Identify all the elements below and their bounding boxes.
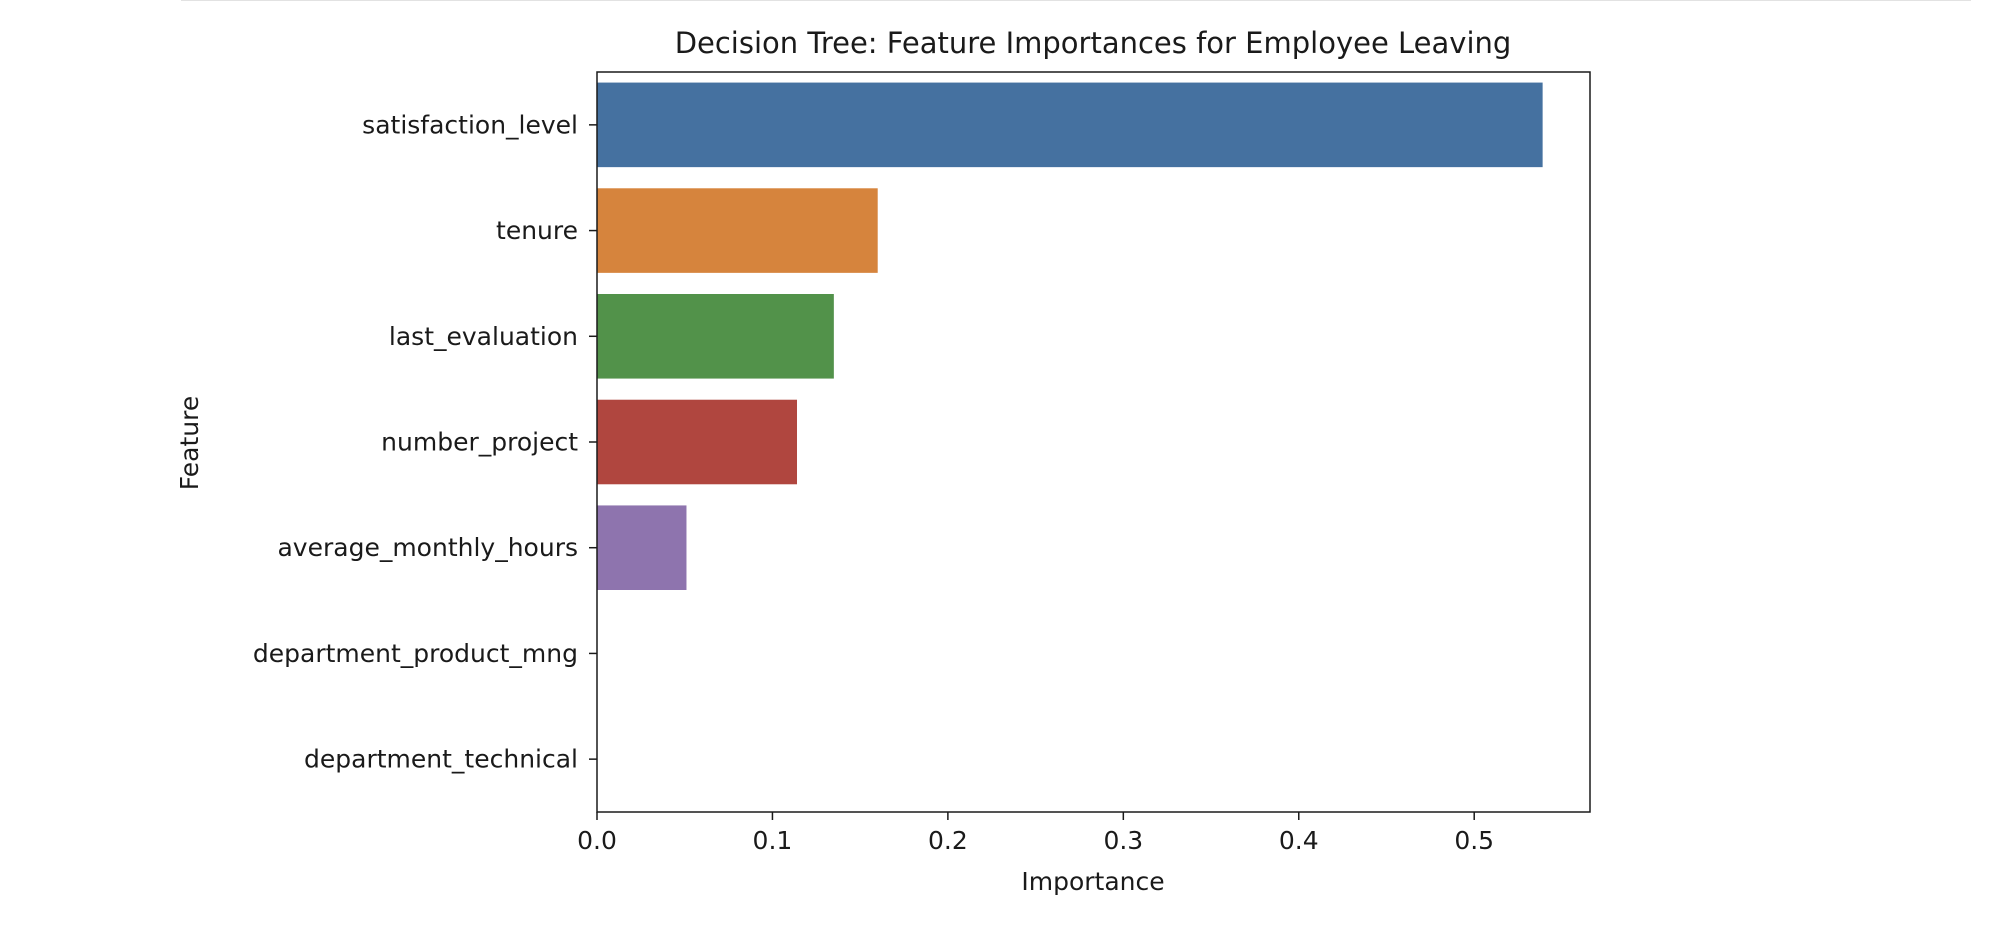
y-tick-label-department-technical: department_technical	[304, 745, 578, 774]
x-tick-label-0: 0.0	[577, 826, 617, 855]
bars-group	[597, 82, 1543, 590]
bar-last-evaluation	[597, 294, 834, 379]
y-axis-label: Feature	[175, 396, 204, 490]
y-tick-label-tenure: tenure	[496, 216, 578, 245]
x-tick-label-1: 0.1	[753, 826, 793, 855]
y-tick-label-number-project: number_project	[381, 428, 578, 457]
x-tick-label-4: 0.4	[1279, 826, 1319, 855]
y-tick-label-last-evaluation: last_evaluation	[389, 322, 578, 351]
bar-satisfaction-level	[597, 82, 1543, 168]
y-tick-label-department-product-mng: department_product_mng	[253, 639, 578, 668]
plot-frame	[596, 71, 1591, 813]
x-ticks: 0.0 0.1 0.2 0.3 0.4 0.5	[577, 812, 1494, 855]
bar-tenure	[597, 188, 878, 273]
x-tick-label-3: 0.3	[1103, 826, 1143, 855]
bar-average-monthly-hours	[597, 505, 687, 590]
x-tick-label-2: 0.2	[928, 826, 968, 855]
bar-number-project	[597, 399, 798, 485]
y-tick-label-satisfaction-level: satisfaction_level	[362, 110, 578, 139]
x-axis-label: Importance	[1021, 867, 1164, 896]
y-tick-label-average-monthly-hours: average_monthly_hours	[277, 533, 578, 562]
chart-title: Decision Tree: Feature Importances for E…	[675, 26, 1512, 60]
x-tick-label-5: 0.5	[1454, 826, 1494, 855]
notebook-cell-divider	[181, 0, 1971, 1]
